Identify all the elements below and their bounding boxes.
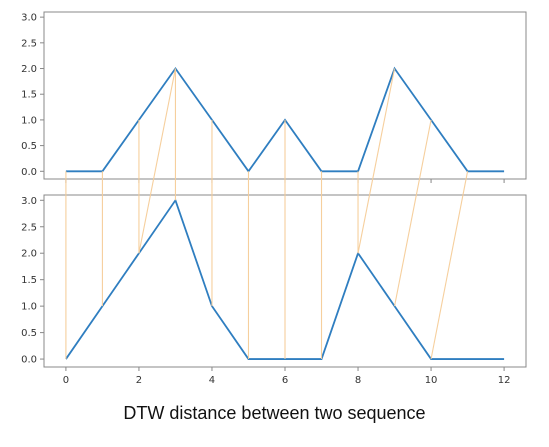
x-tick-label: 0 [63, 375, 69, 386]
warp-link [430, 171, 469, 360]
y-tick-label: 2.0 [21, 249, 37, 260]
y-tick-label: 0.5 [21, 328, 37, 339]
y-tick-label: 1.0 [21, 115, 37, 126]
y-tick-label: 0.5 [21, 141, 37, 152]
x-tick-label: 10 [425, 375, 438, 386]
y-tick-label: 3.0 [21, 13, 37, 24]
y-tick-label: 2.5 [21, 38, 37, 49]
warp-link [394, 119, 432, 307]
top-y-ticks: 0.0 0.5 1.0 1.5 2.0 2.5 3.0 [21, 13, 44, 178]
y-tick-label: 1.5 [21, 275, 37, 286]
warp-link [357, 68, 396, 254]
x-tick-label: 6 [282, 375, 288, 386]
warp-link [138, 68, 176, 254]
x-tick-label: 4 [209, 375, 215, 386]
y-tick-label: 1.5 [21, 90, 37, 101]
y-tick-label: 2.0 [21, 64, 37, 75]
y-tick-label: 0.0 [21, 167, 37, 178]
y-tick-label: 1.0 [21, 302, 37, 313]
y-tick-label: 2.5 [21, 222, 37, 233]
figure-caption: DTW distance between two sequence [123, 403, 426, 423]
bottom-y-ticks: 0.0 0.5 1.0 1.5 2.0 2.5 3.0 [21, 196, 44, 366]
y-tick-label: 0.0 [21, 355, 37, 366]
x-tick-label: 2 [136, 375, 142, 386]
bottom-x-ticks: 0 2 4 6 8 10 12 [63, 367, 511, 386]
x-tick-label: 8 [355, 375, 361, 386]
x-tick-label: 12 [498, 375, 511, 386]
y-tick-label: 3.0 [21, 196, 37, 207]
dtw-warping-links [65, 68, 469, 360]
